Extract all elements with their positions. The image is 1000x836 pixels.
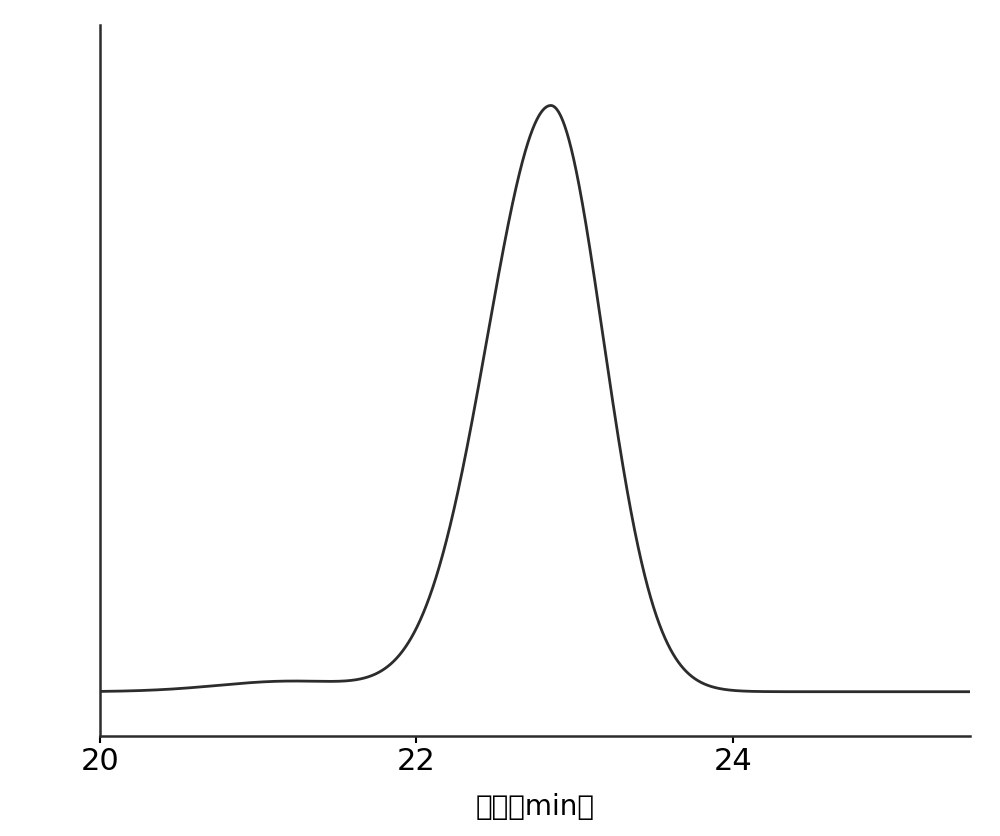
X-axis label: 时间（min）: 时间（min） — [476, 793, 594, 821]
